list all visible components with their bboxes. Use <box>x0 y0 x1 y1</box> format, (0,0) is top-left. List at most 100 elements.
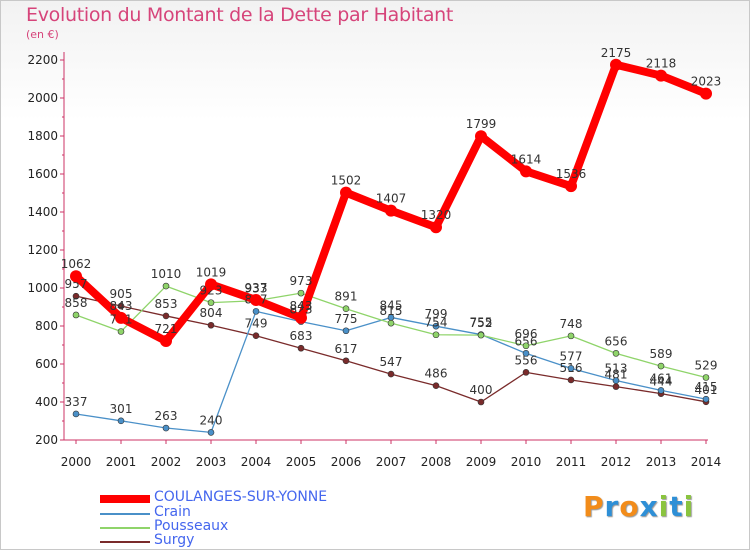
y-tick-label: 1000 <box>27 281 58 295</box>
data-point <box>477 331 485 339</box>
data-label: 696 <box>515 327 538 341</box>
data-label: 933 <box>245 282 268 296</box>
x-tick-label: 2013 <box>646 455 677 469</box>
data-label: 1614 <box>511 152 542 166</box>
data-point <box>252 308 260 315</box>
data-point <box>612 383 620 390</box>
legend-label: COULANGES-SUR-YONNE <box>154 489 328 505</box>
proxiti-logo: Proxiti <box>583 490 694 523</box>
data-point <box>70 270 82 283</box>
data-label: 547 <box>380 355 403 369</box>
data-label: 957 <box>65 277 88 291</box>
data-label: 486 <box>425 367 448 381</box>
y-tick-label: 1800 <box>27 129 58 143</box>
data-point <box>252 332 260 339</box>
data-label: 577 <box>560 349 583 363</box>
data-label: 444 <box>650 375 673 389</box>
data-label: 845 <box>380 298 403 312</box>
data-label: 2118 <box>646 57 677 71</box>
data-label: 1062 <box>61 257 92 271</box>
data-point <box>297 344 305 352</box>
data-label: 843 <box>110 299 133 313</box>
x-tick-label: 2012 <box>601 455 632 469</box>
data-point <box>297 289 305 297</box>
data-label: 513 <box>605 362 628 376</box>
chart-subtitle: (en €) <box>26 28 59 41</box>
data-point <box>702 395 710 403</box>
data-label: 843 <box>290 299 313 313</box>
data-label: 905 <box>110 287 133 301</box>
logo-letter: o <box>619 490 640 523</box>
data-point <box>162 282 170 290</box>
x-tick-label: 2006 <box>331 455 362 469</box>
y-tick-label: 400 <box>35 395 58 409</box>
logo-letter: P <box>583 490 605 523</box>
data-label: 1502 <box>331 174 362 188</box>
data-point <box>205 278 217 291</box>
data-label: 823 <box>290 303 313 317</box>
data-label: 481 <box>605 368 628 382</box>
data-label: 721 <box>155 322 178 336</box>
y-tick-label: 600 <box>35 357 58 371</box>
data-point <box>342 357 350 365</box>
data-label: 1407 <box>376 192 407 206</box>
data-point <box>295 311 307 324</box>
data-label: 301 <box>110 402 133 416</box>
data-point <box>117 417 125 425</box>
data-point <box>162 424 170 432</box>
x-tick-label: 2004 <box>241 455 272 469</box>
y-tick-label: 2000 <box>27 91 58 105</box>
data-point <box>342 327 350 335</box>
x-tick-label: 2007 <box>376 455 407 469</box>
data-label: 589 <box>650 347 673 361</box>
data-point <box>387 319 395 327</box>
data-label: 748 <box>560 317 583 331</box>
logo-letter: i <box>658 490 670 523</box>
data-point <box>117 302 125 310</box>
x-tick-label: 2008 <box>421 455 452 469</box>
x-tick-label: 2005 <box>286 455 317 469</box>
data-point <box>475 130 487 143</box>
data-label: 461 <box>650 371 673 385</box>
data-point <box>567 376 575 384</box>
x-tick-label: 2001 <box>106 455 137 469</box>
y-tick-label: 2200 <box>27 53 58 67</box>
data-label: 263 <box>155 409 178 423</box>
logo-letter: t <box>669 490 684 523</box>
data-label: 775 <box>335 312 358 326</box>
y-tick-label: 200 <box>35 433 58 447</box>
logo-letter: r <box>604 490 620 523</box>
data-label: 804 <box>200 306 223 320</box>
data-label: 400 <box>470 383 493 397</box>
data-label: 1320 <box>421 208 452 222</box>
data-label: 1536 <box>556 167 587 181</box>
data-label: 973 <box>290 274 313 288</box>
x-tick-label: 2000 <box>61 455 92 469</box>
data-point <box>612 377 620 384</box>
data-label: 937 <box>245 281 268 295</box>
chart-title: Evolution du Montant de la Dette par Hab… <box>26 4 454 26</box>
data-label: 556 <box>515 353 538 367</box>
data-label: 401 <box>695 383 718 397</box>
data-point <box>117 328 125 335</box>
data-label: 240 <box>200 413 223 427</box>
data-label: 923 <box>200 284 223 298</box>
logo-letter: x <box>639 490 659 523</box>
data-label: 891 <box>335 290 358 304</box>
data-point <box>567 365 575 372</box>
x-tick-label: 2002 <box>151 455 182 469</box>
data-label: 749 <box>245 317 268 331</box>
data-point <box>207 429 215 436</box>
data-label: 853 <box>155 297 178 311</box>
data-point <box>207 299 215 306</box>
data-point <box>387 370 395 378</box>
data-label: 752 <box>470 316 493 330</box>
x-tick-label: 2014 <box>691 455 722 469</box>
data-point <box>567 332 575 340</box>
legend-label: Pousseaux <box>154 518 229 534</box>
data-label: 1799 <box>466 117 497 131</box>
data-point <box>565 180 577 193</box>
data-label: 858 <box>65 296 88 310</box>
data-label: 656 <box>515 334 538 348</box>
